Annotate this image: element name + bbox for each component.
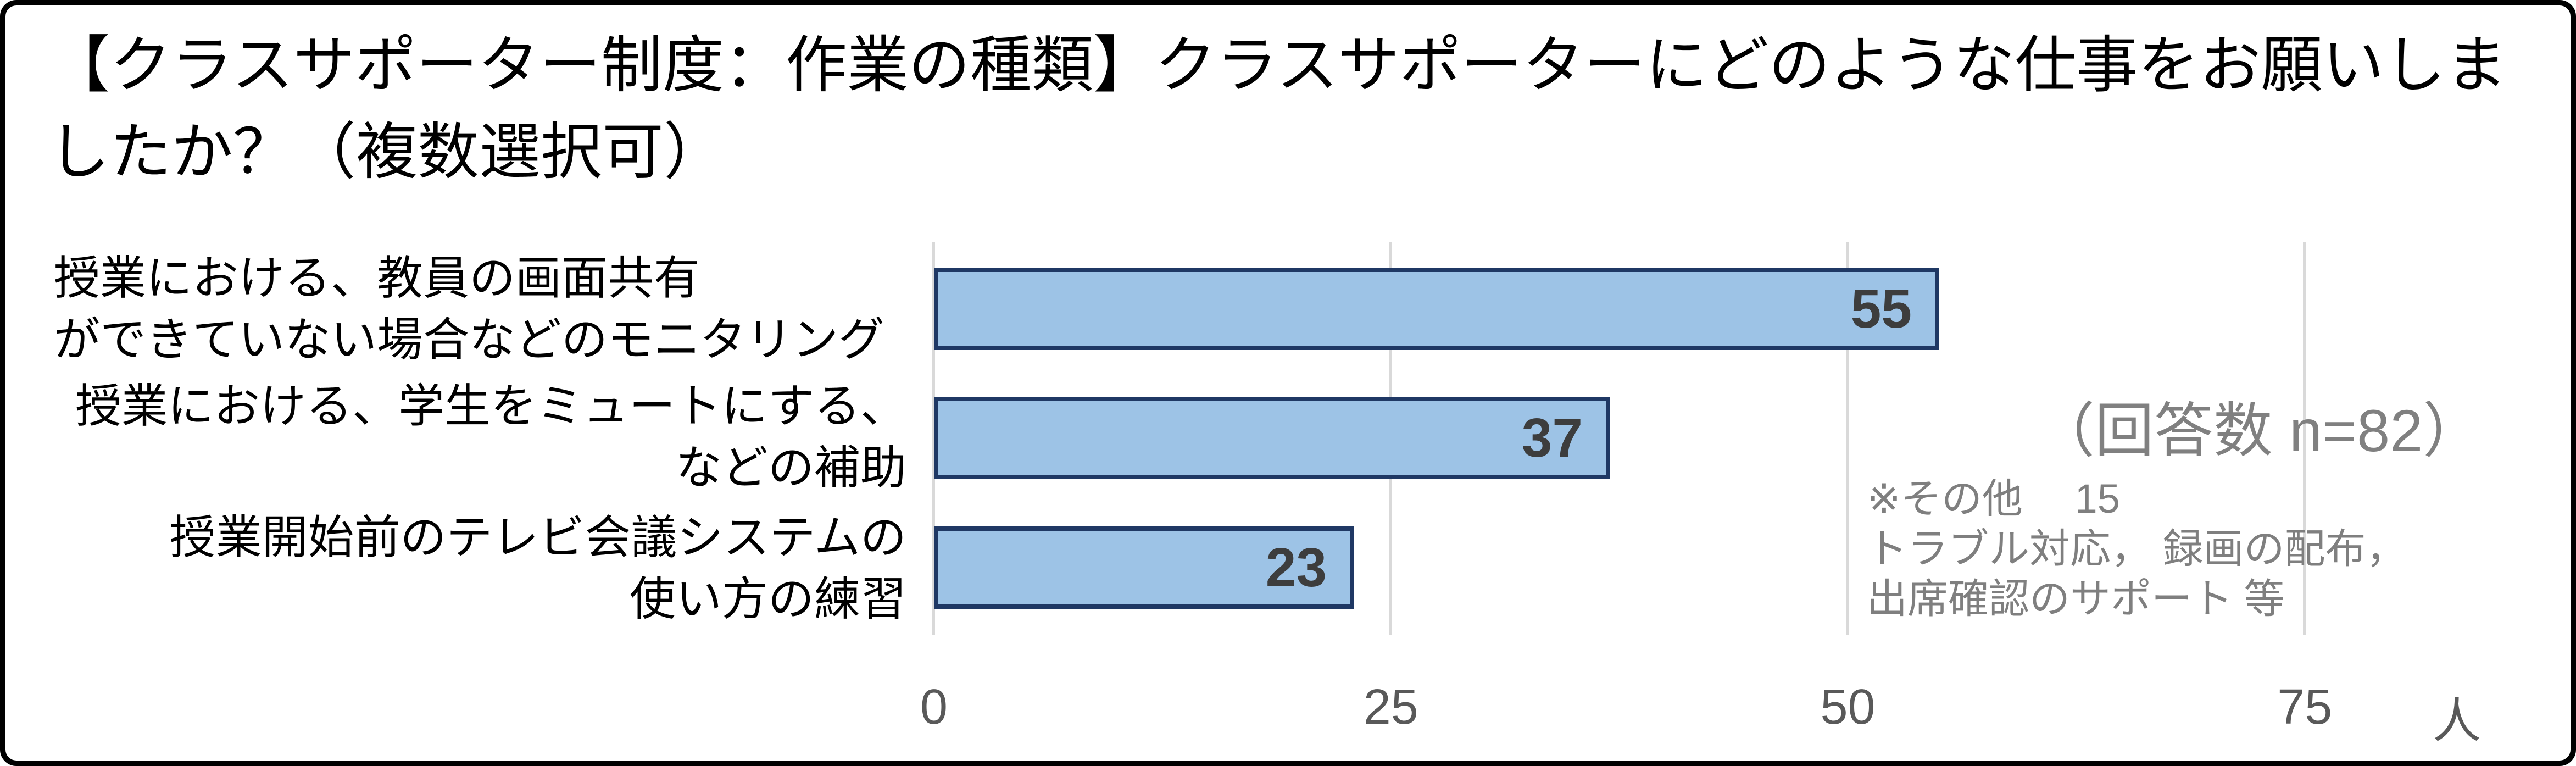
respondents-note: （回答数 n=82） (2035, 397, 2483, 464)
gridline (932, 242, 935, 635)
bar-value-label: 23 (1265, 537, 1327, 598)
x-axis-tick-label: 75 (2277, 680, 2333, 735)
chart-title: 【クラスサポーター制度：作業の種類】クラスサポーターにどのような仕事をお願いしま… (48, 31, 2507, 186)
bar-value-label: 37 (1521, 407, 1583, 469)
other-responses-note: ※その他 15 トラブル対応， 録画の配布， 出席確認のサポート 等 (1867, 476, 2407, 621)
gridline (1846, 242, 1849, 635)
bar: 23 (934, 526, 1354, 609)
x-axis-tick-label: 0 (920, 680, 948, 735)
bar-value-label: 55 (1850, 278, 1912, 340)
bar: 55 (934, 268, 1939, 350)
gridline (2303, 242, 2306, 635)
category-label: 授業開始前のテレビ会議システムの 使い方の練習 (169, 512, 906, 625)
plot-area: 0 25 50 75 授業における、教員の画面共有 ができていない場合などのモニタリング… (5, 5, 2571, 761)
bar: 37 (934, 397, 1610, 479)
x-axis-unit-label: 人 (2433, 693, 2482, 748)
category-label: 授業における、学生をミュートにする、 などの補助 (75, 380, 906, 493)
category-label: 授業における、教員の画面共有 ができていない場合などのモニタリング (54, 252, 885, 365)
x-axis-tick-label: 50 (1820, 680, 1876, 735)
x-axis-tick-label: 25 (1363, 680, 1418, 735)
